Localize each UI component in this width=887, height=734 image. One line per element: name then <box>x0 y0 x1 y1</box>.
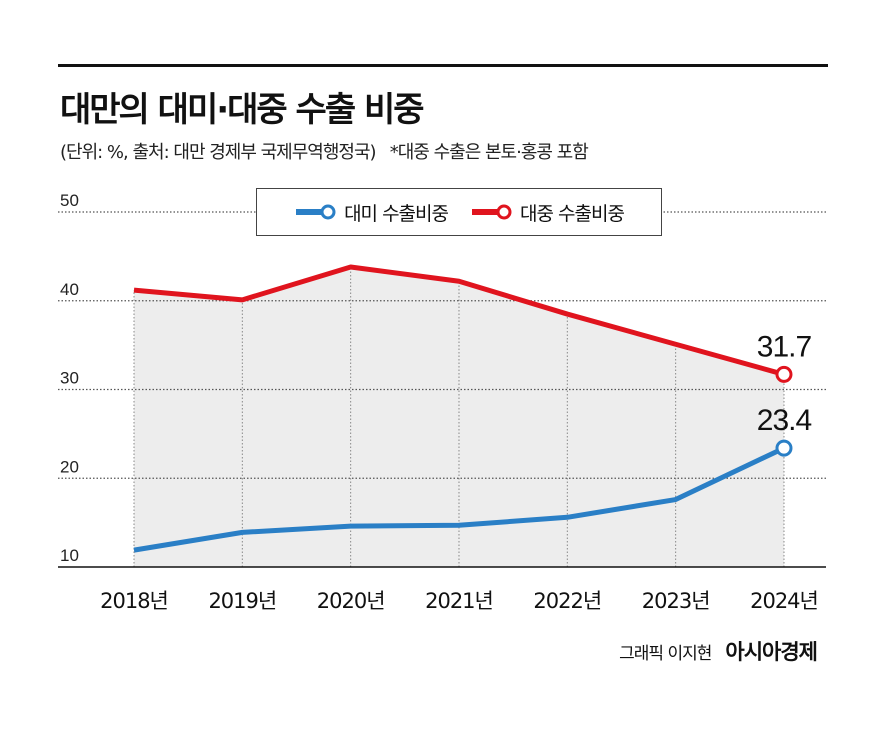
x-tick-label: 2022년 <box>533 589 601 613</box>
legend-item-china: 대중 수출비중 <box>470 199 625 226</box>
x-tick-label: 2023년 <box>642 589 710 613</box>
legend-item-us: 대미 수출비중 <box>294 199 449 226</box>
byline: 그래픽 이지현 <box>619 643 712 664</box>
y-tick-label: 30 <box>60 369 79 388</box>
y-tick-label: 40 <box>60 280 79 299</box>
legend-label-china: 대중 수출비중 <box>520 202 625 225</box>
legend-marker-us-icon <box>296 204 336 220</box>
shaded-area <box>134 267 784 567</box>
unit-source: (단위: %, 출처: 대만 경제부 국제무역행정국) <box>60 142 377 163</box>
footnote: *대중 수출은 본토·홍콩 포함 <box>389 142 589 163</box>
x-tick-label: 2021년 <box>425 589 493 613</box>
credit: 그래픽 이지현 아시아경제 <box>619 636 818 666</box>
x-tick-label: 2018년 <box>100 589 168 613</box>
top-rule <box>58 64 828 67</box>
x-tick-label: 2019년 <box>208 589 276 613</box>
data-label: 31.7 <box>757 330 812 363</box>
publisher-logo: 아시아경제 <box>725 640 818 664</box>
data-point <box>775 439 793 457</box>
y-tick-label: 20 <box>60 457 79 476</box>
data-label: 23.4 <box>757 404 812 437</box>
x-tick-label: 2024년 <box>750 589 818 613</box>
x-tick-label: 2020년 <box>317 589 385 613</box>
data-point <box>775 365 793 383</box>
chart-title: 대만의 대미·대중 수출 비중 <box>60 90 425 130</box>
chart-subtitle: (단위: %, 출처: 대만 경제부 국제무역행정국) *대중 수출은 본토·홍… <box>60 138 589 164</box>
legend-marker-china-icon <box>472 204 512 220</box>
legend-label-us: 대미 수출비중 <box>344 202 449 225</box>
legend: 대미 수출비중 대중 수출비중 <box>256 188 662 236</box>
y-tick-label: 50 <box>60 191 79 210</box>
y-tick-label: 10 <box>60 546 79 565</box>
